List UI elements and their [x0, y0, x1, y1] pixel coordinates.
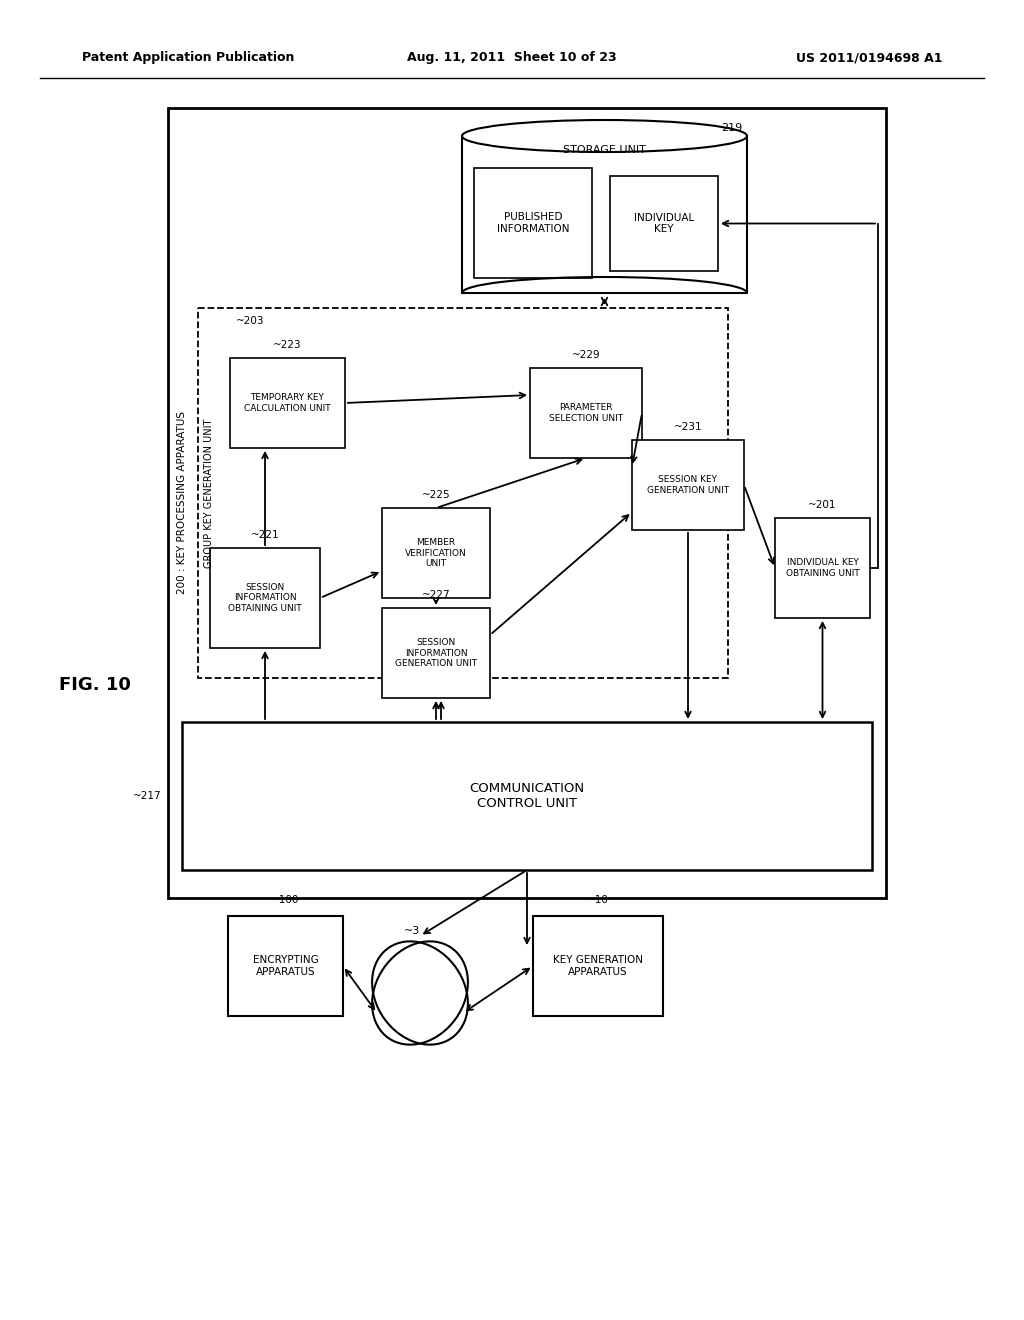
Text: ~3: ~3: [403, 927, 420, 936]
Bar: [530, 368, 642, 458]
Text: Aug. 11, 2011  Sheet 10 of 23: Aug. 11, 2011 Sheet 10 of 23: [408, 51, 616, 65]
Text: ~203: ~203: [236, 315, 264, 326]
Text: ~100: ~100: [271, 895, 300, 906]
Text: SESSION KEY
GENERATION UNIT: SESSION KEY GENERATION UNIT: [647, 475, 729, 495]
Text: ~221: ~221: [251, 531, 280, 540]
Bar: [775, 517, 870, 618]
Text: INDIVIDUAL
KEY: INDIVIDUAL KEY: [634, 213, 694, 235]
Ellipse shape: [375, 936, 465, 1051]
Text: PUBLISHED
INFORMATION: PUBLISHED INFORMATION: [497, 213, 569, 234]
Ellipse shape: [462, 120, 746, 152]
Text: ~227: ~227: [422, 590, 451, 601]
Text: ~201: ~201: [808, 500, 837, 510]
Bar: [168, 108, 886, 898]
Text: Patent Application Publication: Patent Application Publication: [82, 51, 294, 65]
Bar: [382, 508, 490, 598]
Text: SESSION
INFORMATION
OBTAINING UNIT: SESSION INFORMATION OBTAINING UNIT: [228, 583, 302, 612]
Text: 219: 219: [721, 123, 742, 133]
Bar: [382, 609, 490, 698]
Text: ~231: ~231: [674, 422, 702, 432]
Text: ~217: ~217: [133, 791, 162, 801]
Bar: [474, 168, 592, 279]
Text: KEY GENERATION
APPARATUS: KEY GENERATION APPARATUS: [553, 956, 643, 977]
Bar: [228, 916, 343, 1016]
Text: US 2011/0194698 A1: US 2011/0194698 A1: [796, 51, 942, 65]
Bar: [198, 308, 728, 678]
Text: 200 : KEY PROCESSING APPARATUS: 200 : KEY PROCESSING APPARATUS: [177, 412, 187, 594]
Text: ~10: ~10: [587, 895, 609, 906]
Text: ENCRYPTING
APPARATUS: ENCRYPTING APPARATUS: [253, 956, 318, 977]
Bar: [610, 176, 718, 271]
Bar: [534, 916, 663, 1016]
Text: GROUP KEY GENERATION UNIT: GROUP KEY GENERATION UNIT: [204, 418, 214, 568]
Text: INDIVIDUAL KEY
OBTAINING UNIT: INDIVIDUAL KEY OBTAINING UNIT: [785, 558, 859, 578]
Bar: [182, 722, 872, 870]
Text: STORAGE UNIT: STORAGE UNIT: [563, 145, 646, 154]
Bar: [230, 358, 345, 447]
Text: TEMPORARY KEY
CALCULATION UNIT: TEMPORARY KEY CALCULATION UNIT: [244, 393, 331, 413]
Text: ~229: ~229: [571, 350, 600, 360]
Text: ~225: ~225: [422, 490, 451, 500]
Text: MEMBER
VERIFICATION
UNIT: MEMBER VERIFICATION UNIT: [406, 539, 467, 568]
Text: ~223: ~223: [273, 341, 302, 350]
Text: COMMUNICATION
CONTROL UNIT: COMMUNICATION CONTROL UNIT: [469, 781, 585, 810]
Text: SESSION
INFORMATION
GENERATION UNIT: SESSION INFORMATION GENERATION UNIT: [395, 638, 477, 668]
Text: PARAMETER
SELECTION UNIT: PARAMETER SELECTION UNIT: [549, 404, 623, 422]
Bar: [462, 136, 746, 293]
Text: FIG. 10: FIG. 10: [59, 676, 131, 694]
Bar: [632, 440, 744, 531]
Bar: [210, 548, 319, 648]
